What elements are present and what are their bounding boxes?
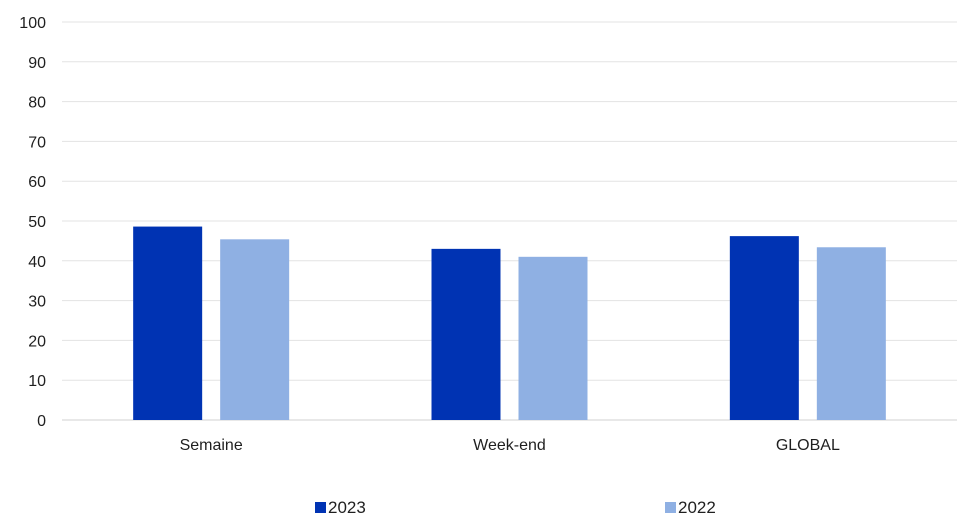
y-tick-label-80: 80 <box>28 95 46 112</box>
x-tick-label-week-end: Week-end <box>473 437 546 454</box>
bar-week-end-2022 <box>518 256 588 420</box>
grid-lines <box>62 21 957 421</box>
bar-semaine-2022 <box>220 239 290 420</box>
legend-label-2023: 2023 <box>328 498 366 515</box>
bar-semaine-2023 <box>133 226 203 420</box>
y-tick-label-30: 30 <box>28 294 46 311</box>
legend-swatch-2023 <box>315 502 326 513</box>
y-tick-label-70: 70 <box>28 134 46 151</box>
bar-global-2022 <box>816 247 886 420</box>
bar-week-end-2023 <box>431 248 501 420</box>
x-tick-label-semaine: Semaine <box>180 437 243 454</box>
y-tick-label-50: 50 <box>28 214 46 231</box>
y-tick-label-10: 10 <box>28 373 46 390</box>
y-axis-ticks: 0 10 20 30 40 50 60 70 80 90 100 <box>19 15 46 430</box>
y-tick-label-0: 0 <box>37 413 46 430</box>
y-tick-label-90: 90 <box>28 55 46 72</box>
legend-label-2022: 2022 <box>678 498 716 515</box>
bars <box>133 226 886 420</box>
y-tick-label-100: 100 <box>19 15 46 32</box>
legend-swatch-2022 <box>665 502 676 513</box>
x-axis-labels: Semaine Week-end GLOBAL <box>180 437 840 454</box>
legend: 2023 2022 <box>315 498 716 515</box>
y-tick-label-60: 60 <box>28 174 46 191</box>
x-tick-label-global: GLOBAL <box>776 437 840 454</box>
y-tick-label-40: 40 <box>28 254 46 271</box>
bar-global-2023 <box>729 236 799 420</box>
y-tick-label-20: 20 <box>28 333 46 350</box>
